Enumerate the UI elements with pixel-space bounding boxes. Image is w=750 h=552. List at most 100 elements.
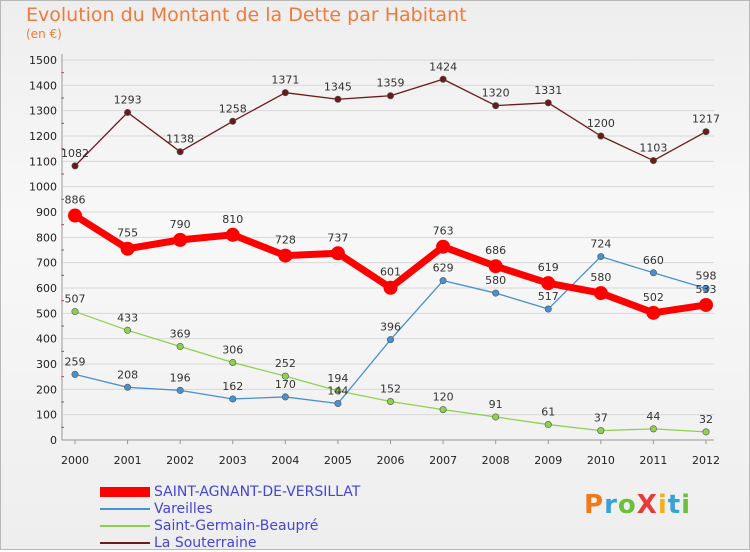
data-point: [124, 108, 132, 116]
data-point: [492, 289, 500, 297]
data-point: [702, 428, 710, 436]
chart-subtitle: (en €): [26, 27, 62, 41]
y-tick-label: 900: [36, 206, 57, 219]
data-label: 1103: [639, 142, 667, 155]
data-point: [439, 277, 447, 285]
legend-label: SAINT-AGNANT-DE-VERSILLAT: [154, 484, 361, 500]
data-label: 396: [380, 321, 401, 334]
data-label: 790: [170, 218, 191, 231]
data-point: [593, 286, 608, 301]
data-label: 61: [541, 406, 555, 419]
y-tick-label: 0: [50, 434, 57, 447]
data-label: 724: [590, 238, 611, 251]
data-point: [439, 75, 447, 83]
x-tick-label: 2012: [692, 454, 720, 467]
data-point: [699, 297, 713, 312]
data-point: [120, 241, 135, 256]
data-label: 152: [380, 382, 401, 395]
data-label: 755: [117, 227, 138, 240]
data-point: [544, 305, 552, 313]
data-point: [597, 253, 605, 261]
data-label: 886: [65, 194, 86, 207]
data-label: 1320: [482, 87, 510, 100]
data-label: 37: [594, 412, 608, 425]
x-tick-label: 2007: [429, 454, 457, 467]
data-label: 196: [170, 371, 191, 384]
data-label: 1293: [114, 93, 142, 106]
legend-swatch: [100, 525, 150, 527]
data-label: 629: [433, 262, 454, 275]
data-point: [386, 92, 394, 100]
y-tick-label: 500: [36, 307, 57, 320]
data-label: 686: [485, 244, 506, 257]
x-tick-label: 2004: [271, 454, 299, 467]
data-label: 533: [696, 283, 717, 296]
data-point: [544, 99, 552, 107]
x-tick-label: 2003: [219, 454, 247, 467]
data-point: [68, 208, 82, 223]
data-point: [330, 246, 345, 261]
y-tick-label: 800: [36, 231, 57, 244]
series-2: [71, 308, 710, 436]
data-label: 763: [433, 225, 454, 238]
x-tick-label: 2010: [587, 454, 615, 467]
data-label: 120: [433, 391, 454, 404]
data-label: 517: [538, 290, 559, 303]
x-tick-label: 2006: [377, 454, 405, 467]
data-point: [439, 406, 447, 414]
data-label: 1200: [587, 117, 615, 130]
data-label: 507: [65, 293, 86, 306]
legend-swatch: [100, 487, 150, 497]
data-point: [386, 336, 394, 344]
data-label: 208: [117, 368, 138, 381]
axes: [61, 54, 714, 444]
data-label: 737: [327, 231, 348, 244]
data-point: [225, 227, 240, 242]
data-point: [124, 383, 132, 391]
data-label: 502: [643, 291, 664, 304]
data-point: [649, 157, 657, 165]
data-labels: 886 755 790 810 728 737 601 763 686 619 580 502 533 2…: [61, 60, 720, 426]
data-point: [386, 397, 394, 405]
data-point: [597, 427, 605, 435]
data-point: [71, 370, 79, 378]
data-label: 1424: [429, 60, 457, 73]
series-layer: [68, 75, 713, 436]
y-tick-label: 1400: [29, 79, 57, 92]
data-point: [649, 269, 657, 277]
data-label: 369: [170, 328, 191, 341]
data-point: [541, 276, 556, 291]
legend-swatch: [100, 542, 150, 544]
data-label: 660: [643, 254, 664, 267]
data-point: [646, 305, 661, 320]
data-point: [173, 232, 188, 247]
data-point: [229, 117, 237, 125]
y-tick-label: 700: [36, 257, 57, 270]
series-3: [71, 75, 710, 170]
y-tick-label: 400: [36, 333, 57, 346]
data-label: 32: [699, 413, 713, 426]
data-point: [281, 393, 289, 401]
data-point: [229, 358, 237, 366]
series-0: [68, 208, 713, 320]
x-tick-label: 2009: [534, 454, 562, 467]
data-label: 580: [590, 271, 611, 284]
data-label: 1082: [61, 147, 89, 160]
data-label: 1138: [166, 133, 194, 146]
data-label: 252: [275, 357, 296, 370]
data-point: [278, 248, 293, 263]
data-point: [71, 162, 79, 170]
data-point: [649, 425, 657, 433]
data-label: 619: [538, 261, 559, 274]
data-point: [492, 413, 500, 421]
data-point: [334, 95, 342, 103]
data-point: [71, 308, 79, 316]
proxiti-logo: ProXiti: [584, 490, 692, 520]
x-axis-ticks: 2000 2001 2002 2003 2004 2005 2006 2007 2008 2009…: [61, 454, 720, 467]
data-label: 601: [380, 266, 401, 279]
data-label: 144: [327, 385, 348, 398]
data-label: 194: [327, 372, 348, 385]
data-label: 162: [222, 380, 243, 393]
x-tick-label: 2005: [324, 454, 352, 467]
data-point: [176, 386, 184, 394]
